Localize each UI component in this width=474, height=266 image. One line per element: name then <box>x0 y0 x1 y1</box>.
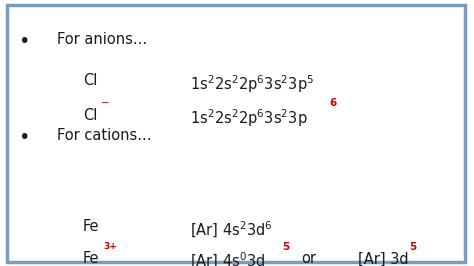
Text: •: • <box>18 128 29 147</box>
Text: For anions...: For anions... <box>57 32 147 47</box>
Text: 5: 5 <box>283 242 290 252</box>
Text: Cl: Cl <box>83 73 97 88</box>
Text: 1s$^{2}$2s$^{2}$2p$^{6}$3s$^{2}$3p: 1s$^{2}$2s$^{2}$2p$^{6}$3s$^{2}$3p <box>190 108 307 130</box>
Text: For cations...: For cations... <box>57 128 151 143</box>
Text: •: • <box>18 32 29 51</box>
Text: Fe: Fe <box>83 219 100 234</box>
Text: 3+: 3+ <box>103 242 117 251</box>
Text: [Ar] 3d: [Ar] 3d <box>358 251 409 266</box>
Text: 6: 6 <box>329 98 337 109</box>
Text: Fe: Fe <box>83 251 100 266</box>
Text: 1s$^{2}$2s$^{2}$2p$^{6}$3s$^{2}$3p$^{5}$: 1s$^{2}$2s$^{2}$2p$^{6}$3s$^{2}$3p$^{5}$ <box>190 73 314 95</box>
Text: or: or <box>301 251 316 266</box>
Text: 5: 5 <box>409 242 416 252</box>
Text: Cl: Cl <box>83 108 97 123</box>
Text: [Ar] 4s$^{0}$3d: [Ar] 4s$^{0}$3d <box>190 251 265 266</box>
Text: −: − <box>101 98 109 109</box>
Text: [Ar] 4s$^{2}$3d$^{6}$: [Ar] 4s$^{2}$3d$^{6}$ <box>190 219 273 240</box>
FancyBboxPatch shape <box>7 5 465 262</box>
